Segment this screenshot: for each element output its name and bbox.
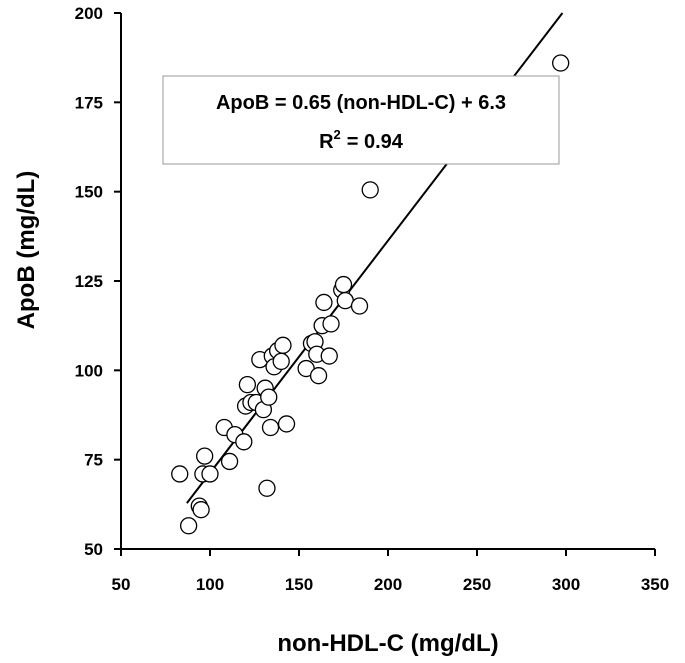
data-point-34 xyxy=(322,315,340,333)
equation-text: ApoB = 0.65 (non-HDL-C) + 6.3 xyxy=(216,92,506,114)
data-point-1 xyxy=(179,517,198,535)
data-point-3 xyxy=(192,501,210,519)
y-tick-label-75: 75 xyxy=(84,451,103,470)
regression-annotation: ApoB = 0.65 (non-HDL-C) + 6.3 R2 = 0.94 xyxy=(162,75,560,165)
data-points xyxy=(171,54,570,535)
y-axis-title: ApoB (mg/dL) xyxy=(13,171,40,330)
r-squared-label: R xyxy=(319,131,334,153)
x-tick-label-100: 100 xyxy=(196,575,224,594)
data-point-40 xyxy=(258,479,276,497)
data-point-18 xyxy=(260,388,278,406)
y-tick-label-50: 50 xyxy=(84,540,103,559)
r-squared-superscript: 2 xyxy=(334,127,341,142)
data-point-30 xyxy=(309,367,328,385)
annotation-box xyxy=(162,75,560,165)
tick-marks xyxy=(114,12,656,556)
data-point-32 xyxy=(315,293,333,312)
data-point-36 xyxy=(334,275,353,294)
y-tick-label-200: 200 xyxy=(75,4,103,23)
y-tick-label-125: 125 xyxy=(75,272,103,291)
y-tick-label-175: 175 xyxy=(75,93,103,112)
data-point-8 xyxy=(220,452,239,471)
data-point-33 xyxy=(320,347,338,365)
tick-labels: 50 100 150 200 250 300 350 50 75 100 125 150 175 200 xyxy=(75,4,670,594)
data-point-5 xyxy=(196,447,214,465)
data-point-23 xyxy=(272,352,290,371)
data-point-0 xyxy=(171,465,189,483)
r-squared-text: R2 = 0.94 xyxy=(319,127,404,153)
data-point-19 xyxy=(261,418,280,437)
x-tick-label-200: 200 xyxy=(374,575,402,594)
x-tick-label-250: 250 xyxy=(463,575,491,594)
data-point-24 xyxy=(274,336,292,354)
x-tick-label-50: 50 xyxy=(112,575,131,594)
x-tick-label-300: 300 xyxy=(552,575,580,594)
x-axis-title: non-HDL-C (mg/dL) xyxy=(277,630,498,657)
data-point-25 xyxy=(277,415,296,433)
data-point-12 xyxy=(238,375,257,394)
data-point-10 xyxy=(235,433,253,451)
y-tick-label-150: 150 xyxy=(75,183,103,202)
r-squared-value: = 0.94 xyxy=(347,131,404,153)
data-point-6 xyxy=(201,465,219,483)
x-tick-label-150: 150 xyxy=(285,575,313,594)
y-tick-label-100: 100 xyxy=(75,361,103,380)
data-point-41 xyxy=(552,54,570,72)
data-point-38 xyxy=(350,297,369,315)
x-tick-label-350: 350 xyxy=(641,575,669,594)
data-point-39 xyxy=(361,181,379,199)
